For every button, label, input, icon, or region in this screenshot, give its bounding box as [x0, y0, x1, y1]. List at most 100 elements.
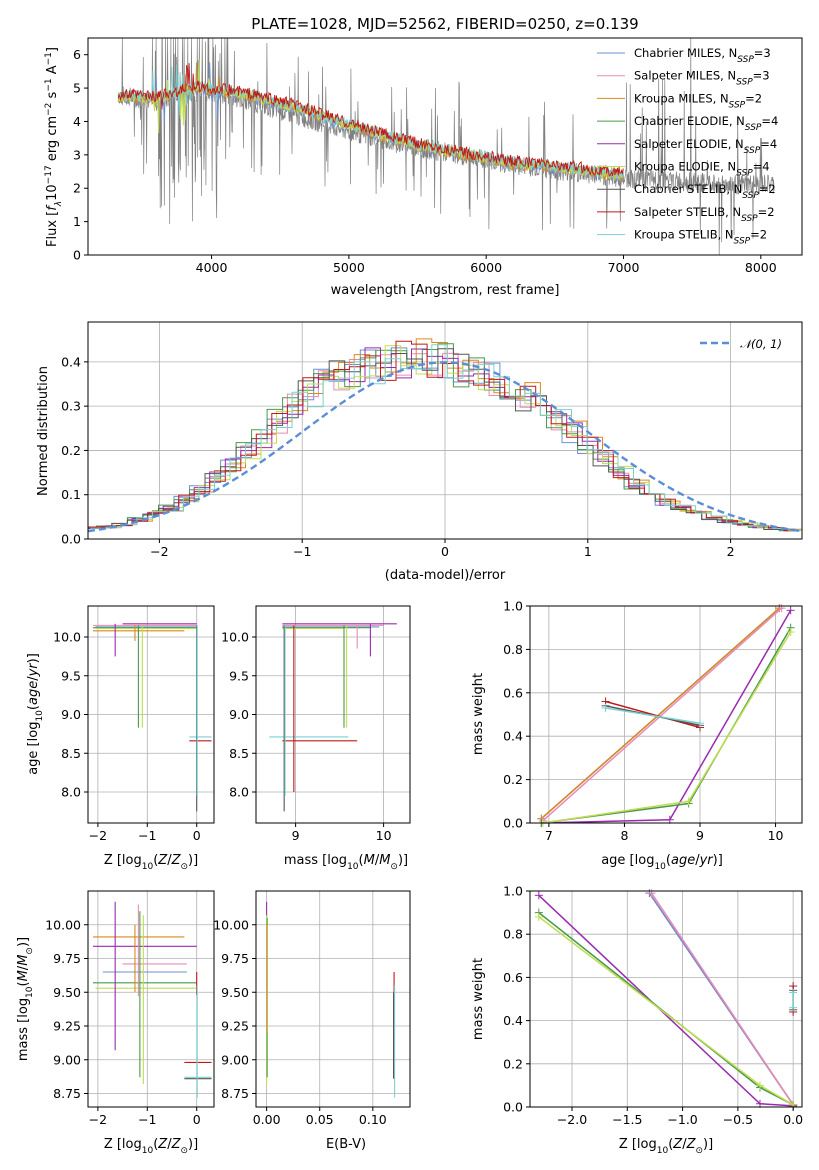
legend-entry: Salpeter MILES, NSSP=3 [634, 69, 770, 88]
x-tick-label: 5000 [333, 260, 365, 275]
x-axis-label: mass [log10(M/M⊙)] [284, 853, 408, 872]
x-axis-label: (data-model)/error [385, 568, 506, 583]
x-tick-label: 4000 [196, 260, 228, 275]
mass-weight-line [538, 916, 794, 1106]
x-tick-label: 0 [193, 828, 201, 843]
y-axis-label: age [log10(age/yr)] [26, 653, 45, 775]
model-spectrum-line [117, 63, 624, 177]
x-tick-label: 10 [768, 828, 784, 843]
y-tick-label: 9.50 [53, 985, 81, 1000]
mass-weight-line [541, 609, 792, 824]
x-tick-label: 9 [292, 828, 300, 843]
y-tick-label: 1.0 [503, 884, 523, 899]
y-tick-label: 9.0 [61, 707, 81, 722]
axes-frame [529, 605, 803, 824]
axes-frame [255, 890, 411, 1108]
legend-entry: Kroupa ELODIE, NSSP=4 [634, 160, 770, 179]
mass-vs-z-axes-marks [92, 901, 212, 1098]
residual-histogram-step [90, 344, 802, 531]
x-tick-label: 6000 [470, 260, 502, 275]
x-tick-label: −2 [89, 828, 107, 843]
age-vs-z-axes: −2 −1 0 8.0 8.5 9.0 9.5 10.0 Z [log10(Z/Z⊙)] age … [26, 605, 215, 872]
y-tick-label: 0.4 [61, 354, 81, 369]
y-tick-label: 0.0 [61, 532, 81, 547]
residual-histogram-step [88, 352, 800, 531]
y-tick-label: 8.5 [229, 746, 249, 761]
model-spectrum-line [117, 64, 624, 179]
y-tick-label: 0.8 [503, 927, 523, 942]
y-tick-label: 2 [73, 181, 81, 196]
x-tick-label: −1 [293, 544, 311, 559]
x-tick-label: −2 [89, 1112, 107, 1127]
y-tick-label: 10.00 [45, 917, 81, 932]
y-tick-label: 9.50 [221, 985, 249, 1000]
x-tick-label: 7000 [608, 260, 640, 275]
y-axis-label: mass [log10(M/M⊙)] [16, 937, 35, 1061]
mass-weight-line [541, 627, 792, 824]
x-axis-label: wavelength [Angstrom, rest frame] [331, 283, 560, 298]
mass-weight-line [605, 707, 701, 724]
x-tick-label: 0.05 [306, 1112, 334, 1127]
mass-weight-line [538, 894, 794, 1107]
x-tick-label: 0.10 [359, 1112, 387, 1127]
x-tick-label: 1 [584, 544, 592, 559]
y-tick-label: 1.0 [503, 599, 523, 614]
age-vs-z-axes-marks [92, 623, 212, 812]
y-tick-label: 0.0 [503, 816, 523, 831]
residual-histogram-step [88, 348, 795, 530]
y-tick-label: 0.2 [503, 1056, 523, 1071]
mass-weight-line [542, 607, 783, 822]
legend-entry: Kroupa STELIB, NSSP=2 [634, 228, 767, 247]
y-tick-label: 9.00 [221, 1052, 249, 1067]
mass-vs-ebv-axes: 0.00 0.05 0.10 8.75 9.00 9.25 9.50 9.75 10.00 E(B… [213, 890, 411, 1152]
x-tick-label: −1.0 [667, 1112, 697, 1127]
y-axis-label: mass weight [471, 958, 486, 1040]
weight-vs-z-axes-marks [534, 889, 798, 1110]
y-tick-label: 0.3 [61, 399, 81, 414]
y-tick-label: 0.8 [503, 642, 523, 657]
spectrum-axes: 4000 5000 6000 7000 8000 0 1 2 3 4 5 6 Flux [fλ10−17… [44, 37, 803, 298]
x-tick-label: 9 [696, 828, 704, 843]
x-tick-label: 0.0 [783, 1112, 803, 1127]
y-tick-label: 6 [73, 47, 81, 62]
x-tick-label: −2.0 [557, 1112, 587, 1127]
x-axis-label: Z [log10(Z/Z⊙)] [104, 1137, 198, 1156]
y-tick-label: 9.75 [53, 951, 81, 966]
y-tick-label: 9.5 [229, 668, 249, 683]
y-axis-label: Normed distribution [36, 366, 51, 496]
x-tick-label: −1.5 [612, 1112, 642, 1127]
residual-histogram-step [88, 347, 800, 531]
weight-vs-z-axes: −2.0 −1.5 −1.0 −0.5 0.0 0.0 0.2 0.4 0.6 0.8 1.0 Z [… [471, 884, 803, 1157]
y-tick-label: 10.0 [221, 630, 249, 645]
mass-weight-line [540, 607, 780, 820]
y-tick-label: 9.5 [61, 668, 81, 683]
y-axis-label: Flux [fλ10−17 erg cm−2 s−1 A−1] [44, 47, 64, 247]
x-axis-label: Z [log10(Z/Z⊙)] [619, 1137, 713, 1156]
y-tick-label: 0.2 [61, 443, 81, 458]
y-tick-label: 0.2 [503, 772, 523, 787]
legend-entry: Salpeter ELODIE, NSSP=4 [634, 137, 777, 156]
residual-histogram-step [88, 340, 800, 532]
y-tick-label: 0.0 [503, 1100, 523, 1115]
weight-vs-age-axes-marks [537, 604, 795, 827]
y-tick-label: 9.00 [53, 1052, 81, 1067]
y-tick-label: 0.4 [503, 729, 523, 744]
y-tick-label: 5 [73, 81, 81, 96]
x-tick-label: 0.00 [253, 1112, 281, 1127]
y-tick-label: 10.00 [213, 917, 249, 932]
y-tick-label: 0.6 [503, 685, 523, 700]
y-tick-label: 3 [73, 147, 81, 162]
x-tick-label: −1 [138, 1112, 156, 1127]
y-tick-label: 9.25 [221, 1019, 249, 1034]
x-axis-label: E(B-V) [326, 1137, 366, 1152]
mass-weight-line [650, 892, 794, 1106]
x-tick-label: 2 [727, 544, 735, 559]
mass-weight-line [542, 631, 792, 824]
y-tick-label: 0.1 [61, 487, 81, 502]
y-tick-label: 9.0 [229, 707, 249, 722]
mass-weight-line [538, 912, 794, 1106]
x-tick-label: 0 [193, 1112, 201, 1127]
mass-weight-line [605, 700, 701, 729]
